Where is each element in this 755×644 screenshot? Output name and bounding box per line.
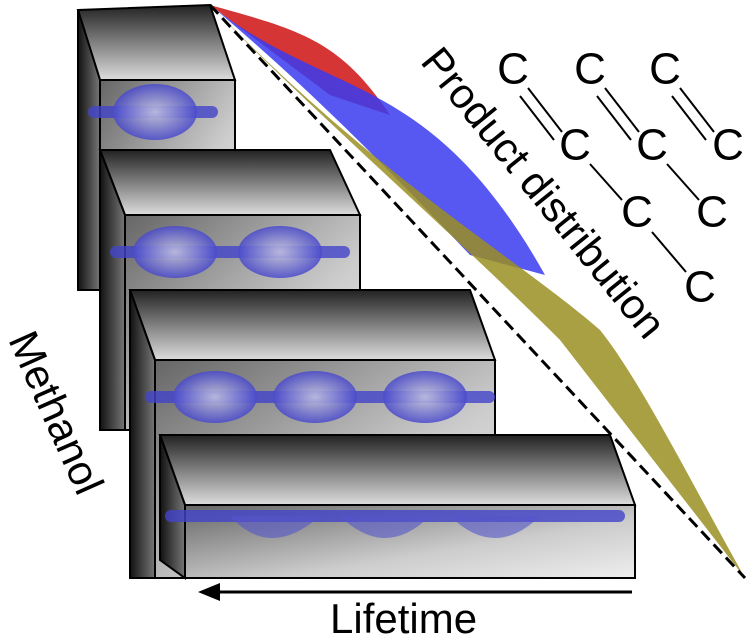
atom: C: [684, 263, 716, 312]
atom: C: [696, 188, 728, 237]
lifetime-label: Lifetime: [330, 595, 477, 642]
atom: C: [712, 121, 744, 170]
diagram: Lifetime Methanol Product distribution C…: [0, 0, 755, 644]
atom: C: [497, 45, 529, 94]
atom: C: [574, 45, 606, 94]
methanol-label: Methanol: [0, 324, 113, 501]
atom: C: [636, 121, 668, 170]
atom: C: [621, 188, 653, 237]
atom: C: [649, 45, 681, 94]
arrow-head: [198, 583, 220, 601]
atom: C: [559, 121, 591, 170]
